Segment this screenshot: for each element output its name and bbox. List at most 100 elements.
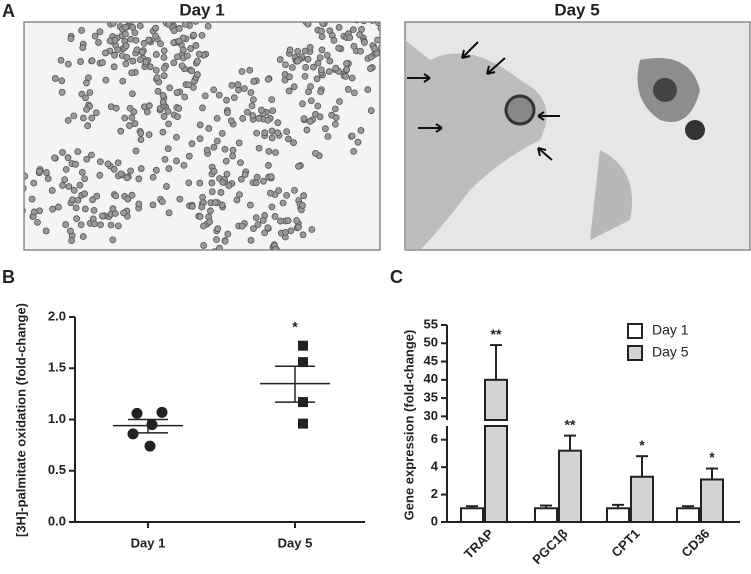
cell: [136, 10, 142, 16]
cell: [125, 22, 132, 25]
cell: [122, 30, 129, 38]
cell: [268, 96, 276, 103]
cell: [241, 171, 249, 178]
cell: [123, 54, 131, 61]
axis-line: [74, 317, 365, 523]
cell: [367, 65, 374, 72]
cell: [309, 11, 315, 17]
cell: [360, 22, 367, 25]
cell: [155, 0, 161, 6]
cell: [81, 190, 89, 198]
cell: [264, 224, 272, 232]
cell: [316, 113, 324, 121]
cell: [109, 205, 117, 213]
cell: [267, 189, 274, 197]
cell: [303, 126, 311, 134]
cell: [354, 138, 362, 146]
cell: [114, 159, 122, 167]
cell: [221, 237, 229, 245]
cell: [34, 218, 41, 226]
cell: [284, 217, 292, 224]
cell: [346, 34, 354, 42]
cell: [28, 195, 36, 203]
cell: [367, 107, 375, 114]
y-tick-label: 6: [431, 431, 438, 446]
cell: [343, 66, 351, 73]
cell: [301, 47, 309, 55]
cell: [92, 109, 100, 117]
cell: [247, 236, 255, 244]
cell: [277, 217, 284, 225]
cell: [198, 31, 206, 39]
cell: [336, 98, 343, 105]
bar: [630, 475, 654, 523]
tissue: [405, 40, 705, 250]
cell: [163, 183, 170, 190]
cell: [371, 15, 377, 21]
cell: [111, 51, 118, 59]
y-tick-label: 45: [424, 353, 438, 368]
cell: [249, 112, 257, 119]
data-point: [127, 428, 139, 440]
cell: [251, 266, 257, 272]
cell: [159, 198, 166, 206]
cell: [333, 14, 339, 20]
cell: [83, 155, 91, 163]
cell: [64, 154, 72, 162]
cell: [228, 81, 236, 89]
cell: [295, 162, 302, 170]
cell: [170, 59, 178, 67]
cell: [91, 220, 98, 228]
cell: [169, 10, 175, 16]
cell: [275, 187, 282, 195]
cell: [311, 7, 317, 13]
cell: [137, 136, 145, 143]
cell: [332, 114, 340, 122]
cell: [312, 6, 318, 12]
cell: [51, 154, 58, 162]
cell: [238, 68, 246, 75]
cell: [49, 205, 56, 213]
cell: [323, 51, 331, 59]
cell: [114, 46, 122, 54]
cell: [377, 22, 380, 24]
legend-swatch: [627, 323, 643, 339]
cell: [121, 114, 129, 122]
cell: [159, 128, 167, 136]
cell: [194, 71, 201, 78]
cell: [96, 28, 104, 36]
cell: [122, 60, 130, 68]
y-tick-label: 2: [431, 486, 438, 501]
cell: [307, 12, 313, 18]
cell: [42, 227, 50, 235]
cell: [326, 57, 334, 65]
cell: [252, 179, 260, 187]
cell: [261, 229, 269, 237]
cell: [161, 155, 169, 163]
cell: [132, 147, 140, 155]
cell: [222, 157, 230, 165]
cell: [24, 172, 29, 180]
cell: [203, 146, 211, 154]
cell: [160, 113, 168, 120]
cell: [59, 182, 66, 189]
cell: [153, 74, 161, 81]
cell: [353, 22, 360, 24]
cell: [205, 125, 213, 132]
cell: [126, 9, 132, 15]
cell: [243, 108, 251, 116]
cell: [253, 173, 261, 181]
cell: [272, 149, 279, 156]
cell: [66, 227, 74, 235]
cell: [207, 207, 214, 215]
cell: [143, 8, 149, 14]
cell: [213, 137, 221, 145]
cell: [335, 14, 341, 20]
cell: [77, 58, 84, 65]
cell: [361, 39, 368, 46]
cell: [295, 223, 302, 231]
image-title: Day 5: [554, 0, 599, 19]
cell: [64, 60, 72, 68]
cell: [351, 13, 357, 19]
